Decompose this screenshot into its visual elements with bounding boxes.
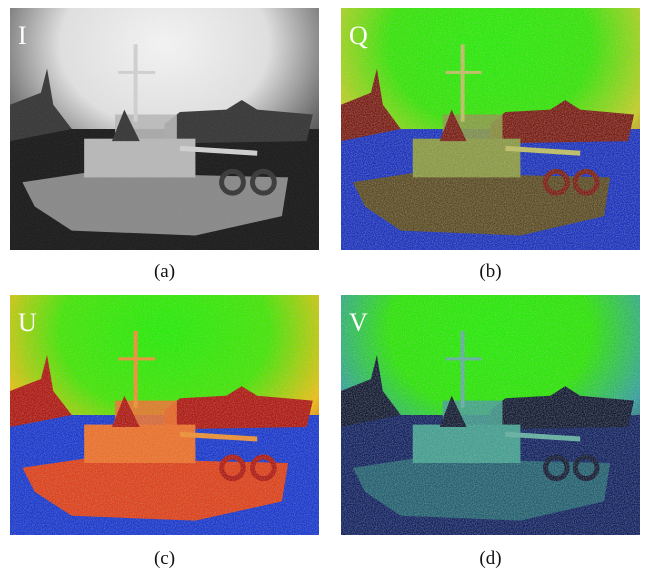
panel-caption: (c)	[154, 548, 175, 569]
image-noise	[341, 8, 640, 250]
figure: I (a) Q (b) U (c) V (d)	[0, 0, 650, 571]
image-noise	[341, 295, 640, 535]
panel-caption: (d)	[479, 548, 501, 569]
panel-caption: (a)	[154, 261, 175, 282]
image-panel	[341, 8, 640, 250]
image-panel	[341, 295, 640, 535]
image-panel	[10, 295, 319, 535]
panel-caption: (b)	[479, 261, 501, 282]
panel-letter: U	[18, 308, 37, 337]
page: I(a)Q(b)U(c)V(d) (() => { const data = J…	[0, 0, 650, 571]
panel-letter: V	[349, 308, 368, 337]
image-noise	[10, 8, 319, 250]
panel-letter: I	[18, 21, 27, 50]
panel-letter: Q	[349, 21, 368, 50]
image-noise	[10, 295, 319, 535]
image-panel	[10, 8, 319, 250]
